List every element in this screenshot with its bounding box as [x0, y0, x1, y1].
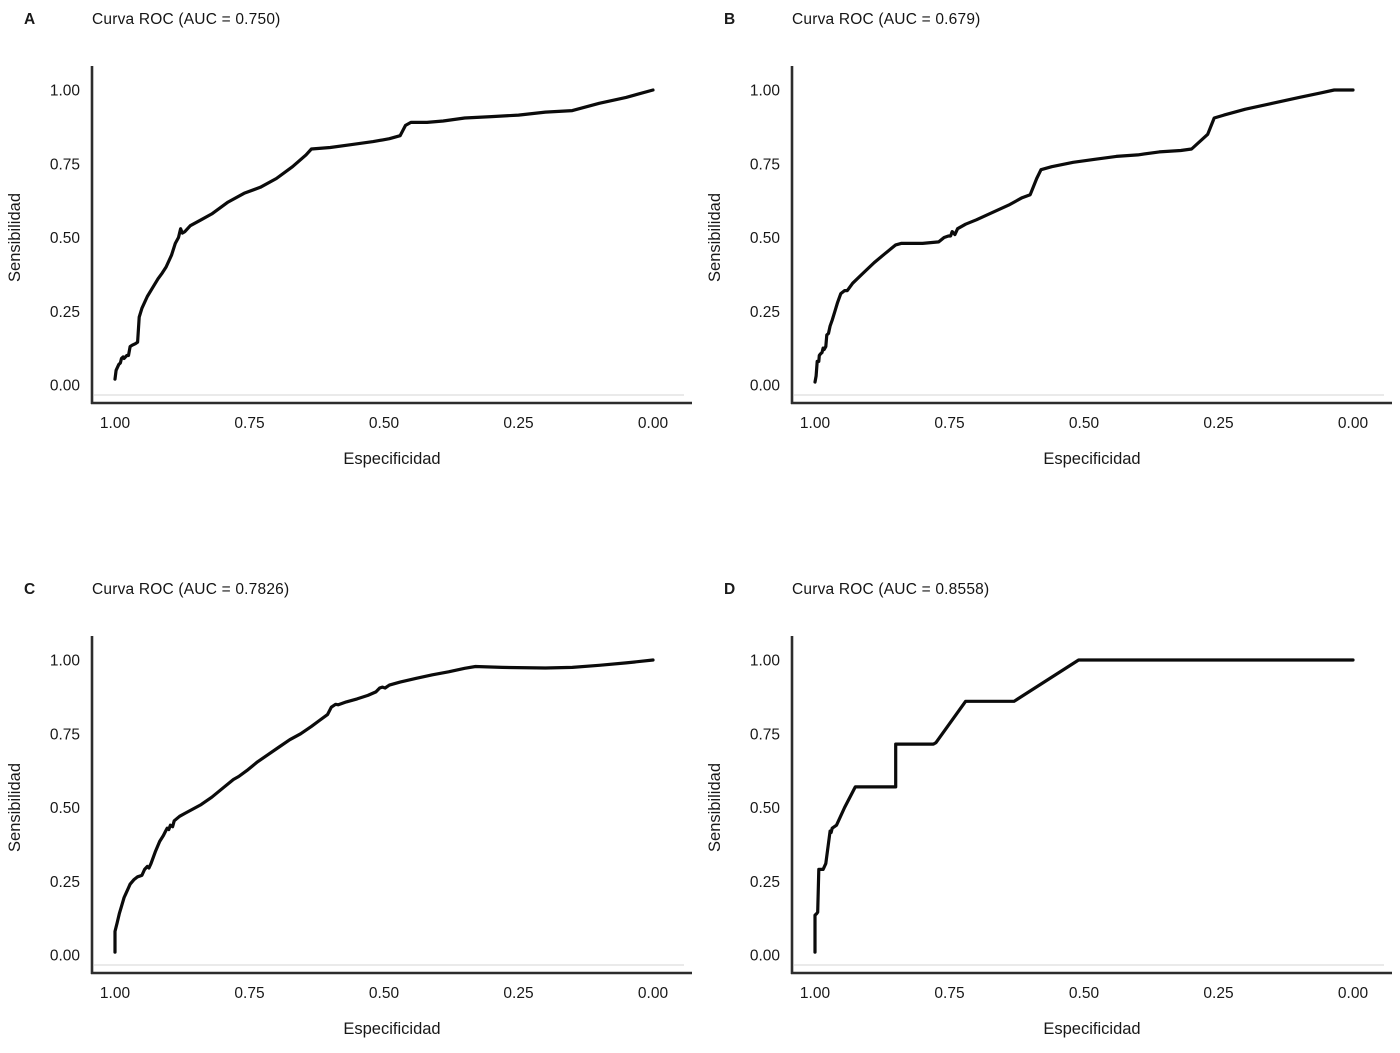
y-tick-label: 0.50 — [750, 230, 781, 247]
panel-header: B Curva ROC (AUC = 0.679) — [724, 11, 1390, 33]
y-axis-label: Sensibilidad — [706, 763, 724, 852]
x-tick-label: 0.25 — [1203, 985, 1233, 1002]
roc-panel-d: D Curva ROC (AUC = 0.8558) 0.00 0.25 0.50 0.… — [700, 526, 1400, 1052]
y-tick-label: 0.50 — [750, 800, 781, 817]
y-tick-label: 0.25 — [50, 304, 80, 321]
chart-title: Curva ROC (AUC = 0.679) — [792, 11, 981, 28]
x-tick-label: 0.00 — [1338, 985, 1369, 1002]
x-tick-label: 0.25 — [1203, 415, 1233, 432]
x-axis-label: Especificidad — [343, 450, 440, 468]
panel-header: A Curva ROC (AUC = 0.750) — [24, 11, 690, 33]
y-tick-label: 0.75 — [50, 726, 80, 743]
y-tick-label: 0.00 — [50, 378, 81, 395]
panel-letter: B — [724, 11, 736, 28]
x-tick-label: 0.00 — [638, 415, 669, 432]
y-axis-label: Sensibilidad — [6, 193, 24, 282]
y-tick-label: 0.75 — [750, 726, 780, 743]
y-tick-label: 0.25 — [50, 874, 80, 891]
y-tick-label: 0.50 — [50, 800, 81, 817]
chart-title: Curva ROC (AUC = 0.8558) — [792, 581, 990, 598]
x-tick-label: 1.00 — [100, 415, 131, 432]
y-tick-label: 0.25 — [750, 304, 780, 321]
y-tick-label: 0.75 — [50, 156, 80, 173]
y-tick-label: 0.25 — [750, 874, 780, 891]
roc-plot: 0.00 0.25 0.50 0.75 1.00 1.00 0.75 0.50 0.25 0.00… — [6, 636, 692, 1038]
chart-title: Curva ROC (AUC = 0.7826) — [92, 581, 290, 598]
x-tick-label: 0.50 — [1069, 415, 1100, 432]
x-tick-label: 0.50 — [369, 985, 400, 1002]
x-tick-label: 0.00 — [638, 985, 669, 1002]
roc-curve — [113, 88, 655, 381]
roc-plot: 0.00 0.25 0.50 0.75 1.00 1.00 0.75 0.50 0.25 0.00… — [706, 636, 1392, 1038]
x-tick-label: 1.00 — [800, 415, 831, 432]
y-tick-label: 0.50 — [50, 230, 81, 247]
panel-letter: A — [24, 11, 36, 28]
x-tick-label: 0.75 — [234, 415, 264, 432]
x-tick-label: 0.25 — [503, 415, 533, 432]
y-tick-label: 1.00 — [750, 83, 781, 100]
y-tick-label: 1.00 — [50, 83, 81, 100]
chart-title: Curva ROC (AUC = 0.750) — [92, 11, 281, 28]
x-tick-label: 0.00 — [1338, 415, 1369, 432]
x-tick-label: 0.50 — [369, 415, 400, 432]
panel-letter: C — [24, 581, 36, 598]
y-tick-label: 0.00 — [750, 948, 781, 965]
panel-header: D Curva ROC (AUC = 0.8558) — [724, 581, 1390, 603]
x-axis-label: Especificidad — [1043, 1020, 1140, 1038]
y-tick-label: 0.00 — [50, 948, 81, 965]
x-tick-label: 1.00 — [800, 985, 831, 1002]
roc-panel-a: A Curva ROC (AUC = 0.750) 0.00 0.25 0.50 0.7… — [0, 0, 700, 526]
y-tick-label: 1.00 — [750, 653, 781, 670]
y-tick-label: 0.75 — [750, 156, 780, 173]
x-tick-label: 0.50 — [1069, 985, 1100, 1002]
x-axis-label: Especificidad — [1043, 450, 1140, 468]
panel-letter: D — [724, 581, 736, 598]
y-tick-label: 1.00 — [50, 653, 81, 670]
roc-plot: 0.00 0.25 0.50 0.75 1.00 1.00 0.75 0.50 0.25 0.00… — [706, 66, 1392, 468]
x-tick-label: 0.75 — [934, 415, 964, 432]
x-tick-label: 0.75 — [934, 985, 964, 1002]
y-axis-label: Sensibilidad — [6, 763, 24, 852]
roc-plot: 0.00 0.25 0.50 0.75 1.00 1.00 0.75 0.50 0.25 0.00… — [6, 66, 692, 468]
x-axis-label: Especificidad — [343, 1020, 440, 1038]
roc-curve — [813, 88, 1355, 384]
roc-panel-b: B Curva ROC (AUC = 0.679) 0.00 0.25 0.50 0.7… — [700, 0, 1400, 526]
y-tick-label: 0.00 — [750, 378, 781, 395]
roc-curve — [113, 658, 655, 954]
roc-curve — [813, 658, 1355, 954]
y-axis-label: Sensibilidad — [706, 193, 724, 282]
panel-header: C Curva ROC (AUC = 0.7826) — [24, 581, 690, 603]
x-tick-label: 1.00 — [100, 985, 131, 1002]
roc-panel-c: C Curva ROC (AUC = 0.7826) 0.00 0.25 0.50 0.… — [0, 526, 700, 1052]
x-tick-label: 0.25 — [503, 985, 533, 1002]
x-tick-label: 0.75 — [234, 985, 264, 1002]
